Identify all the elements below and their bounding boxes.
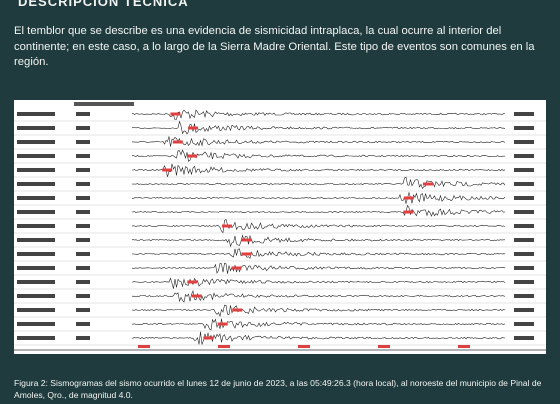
- trace-label: [514, 294, 534, 298]
- trace-label: [17, 126, 55, 130]
- trace: [131, 304, 506, 318]
- trace-label: [17, 210, 55, 214]
- trace-label: [17, 308, 55, 312]
- trace: [131, 234, 505, 248]
- trace-label: [514, 266, 534, 270]
- time-label: [298, 345, 310, 348]
- pick-mark: [422, 182, 433, 186]
- trace-label: [76, 308, 90, 312]
- trace-label: [76, 322, 90, 326]
- trace-label: [514, 182, 534, 186]
- time-label: [378, 345, 390, 348]
- trace-label: [17, 112, 55, 116]
- pick-mark: [172, 140, 183, 144]
- pick-mark: [241, 238, 252, 242]
- pick-mark: [403, 210, 414, 214]
- pick-mark: [217, 322, 228, 326]
- trace-label: [17, 252, 55, 256]
- trace-label: [514, 154, 534, 158]
- trace-label: [17, 294, 55, 298]
- trace: [131, 191, 506, 204]
- trace: [131, 109, 506, 120]
- pick-mark: [221, 224, 232, 228]
- trace-label: [514, 112, 534, 116]
- trace-label: [76, 140, 90, 144]
- trace-label: [17, 182, 55, 186]
- trace: [131, 248, 506, 259]
- trace-label: [76, 154, 90, 158]
- trace-label: [514, 336, 534, 340]
- trace-label: [76, 196, 90, 200]
- trace-label: [17, 266, 55, 270]
- trace-label: [17, 168, 55, 172]
- trace: [131, 219, 506, 234]
- seismogram-image: [14, 100, 546, 354]
- trace-label: [76, 126, 90, 130]
- trace-label: [17, 196, 55, 200]
- time-label: [138, 345, 150, 348]
- trace-label: [76, 182, 90, 186]
- trace-label: [514, 140, 534, 144]
- trace: [131, 136, 506, 147]
- pick-mark: [232, 308, 243, 312]
- trace-label: [514, 308, 534, 312]
- trace-label: [17, 336, 55, 340]
- trace: [131, 176, 506, 190]
- trace: [131, 163, 506, 178]
- section-title: DESCRIPCIÓN TÉCNICA: [18, 0, 189, 9]
- trace-label: [76, 336, 90, 340]
- pick-mark: [162, 168, 173, 172]
- trace-label: [76, 224, 90, 228]
- pick-mark: [403, 196, 414, 200]
- trace-label: [76, 238, 90, 242]
- trace-label: [514, 126, 534, 130]
- traces: [14, 109, 546, 351]
- trace-label: [17, 224, 55, 228]
- trace-label: [17, 280, 55, 284]
- trace-label: [514, 224, 534, 228]
- trace-label: [76, 294, 90, 298]
- trace-label: [17, 140, 55, 144]
- trace-label: [514, 238, 534, 242]
- trace-label: [17, 154, 55, 158]
- pick-mark: [231, 266, 242, 270]
- trace-label: [17, 238, 55, 242]
- trace-label: [17, 322, 55, 326]
- trace-label: [76, 280, 90, 284]
- trace: [131, 262, 506, 274]
- pick-mark: [187, 280, 198, 284]
- trace-label: [514, 196, 534, 200]
- trace: [131, 318, 506, 331]
- trace-label: [76, 210, 90, 214]
- trace-label: [514, 168, 534, 172]
- image-background: [14, 100, 546, 354]
- trace-label: [76, 168, 90, 172]
- pick-mark: [241, 252, 252, 256]
- pick-mark: [203, 336, 214, 340]
- trace-label: [76, 266, 90, 270]
- paragraph: El temblor que se describe es una eviden…: [14, 25, 535, 68]
- trace-label: [514, 252, 534, 256]
- time-label: [458, 345, 470, 348]
- trace-label: [514, 210, 534, 214]
- trace-label: [514, 280, 534, 284]
- time-label: [218, 345, 230, 348]
- trace: [131, 204, 506, 217]
- pick-mark: [188, 126, 199, 130]
- pick-mark: [170, 112, 181, 116]
- trace-label: [76, 252, 90, 256]
- pick-mark: [187, 154, 198, 158]
- pick-mark: [191, 294, 202, 298]
- trace-label: [76, 112, 90, 116]
- trace-label: [514, 322, 534, 326]
- trace: [131, 149, 506, 162]
- figure-caption: Figura 2: Sismogramas del sismo ocurrido…: [14, 378, 542, 400]
- trace: [131, 331, 506, 345]
- plot-header: [74, 102, 134, 106]
